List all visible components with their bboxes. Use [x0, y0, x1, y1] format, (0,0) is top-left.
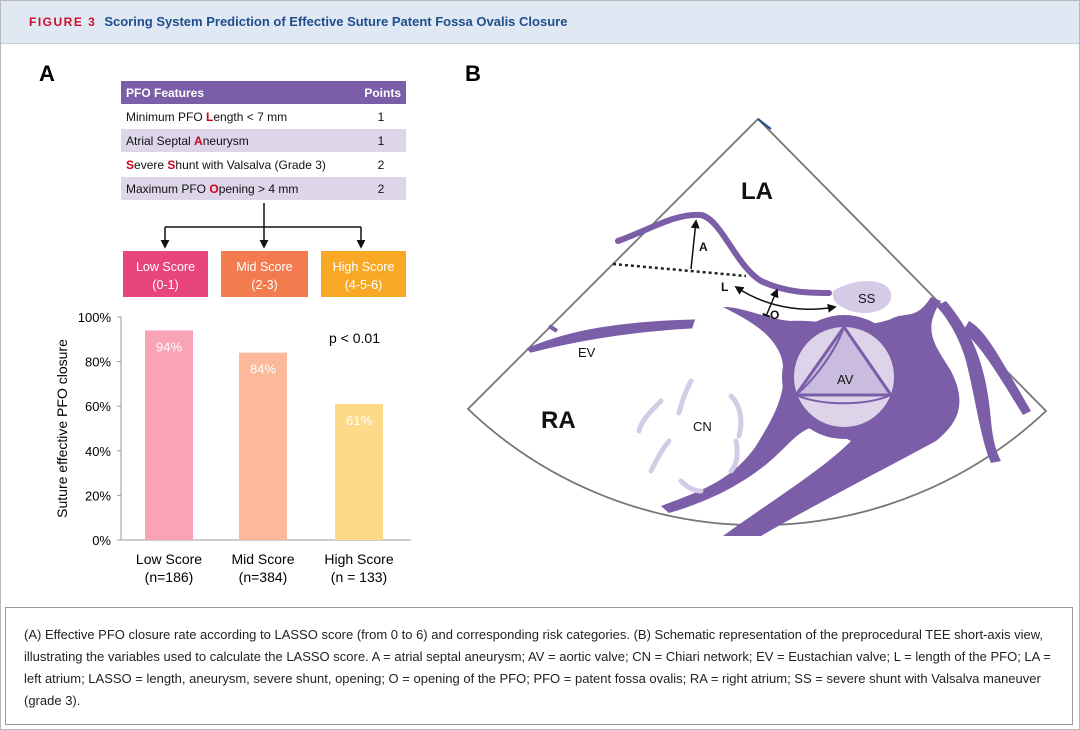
score-box — [221, 251, 308, 297]
tee-diagram — [466, 117, 1048, 536]
diagram-label: AV — [837, 372, 854, 387]
y-tick-label: 0% — [92, 533, 111, 548]
figure-title: Scoring System Prediction of Effective S… — [104, 14, 568, 29]
table-row-bg — [121, 177, 406, 200]
panel-label: B — [465, 61, 481, 86]
bar — [145, 330, 193, 540]
figure-body: A B — [39, 61, 1048, 585]
table-cell: Severe Shunt with Valsalva (Grade 3) — [126, 158, 326, 172]
bar — [335, 403, 383, 540]
table-header: PFO Features — [126, 86, 204, 100]
text-segment: evere — [134, 158, 167, 172]
text-segment: hunt with Valsalva (Grade 3) — [175, 158, 326, 172]
bar — [239, 352, 287, 540]
text-segment: neurysm — [203, 134, 249, 148]
text-segment: A — [194, 134, 203, 148]
diagram-label: A — [699, 240, 708, 254]
diagram-label: O — [770, 308, 779, 322]
annotation: p < 0.01 — [329, 330, 380, 346]
score-box — [321, 251, 406, 297]
table-header: Points — [364, 86, 401, 100]
score-name: Mid Score — [236, 260, 292, 274]
text-segment: ength < 7 mm — [213, 110, 287, 124]
table-row-bg — [121, 129, 406, 152]
figure-label: FIGURE 3 — [29, 15, 97, 29]
table-cell: 1 — [378, 134, 385, 148]
value-label: 94% — [156, 339, 182, 354]
table-cell: Maximum PFO Opening > 4 mm — [126, 182, 298, 196]
value-label: 84% — [250, 362, 276, 377]
diagram-label: L — [721, 280, 728, 294]
table-cell: Minimum PFO Length < 7 mm — [126, 110, 287, 124]
connectors — [160, 203, 366, 249]
value-label: 61% — [346, 413, 372, 428]
x-tick-note: (n = 133) — [331, 569, 387, 585]
score-name: High Score — [333, 260, 395, 274]
y-tick-label: 20% — [85, 488, 111, 503]
score-range: (4-5-6) — [345, 278, 383, 292]
x-tick-note: (n=186) — [145, 569, 194, 585]
diagram-label: RA — [541, 407, 576, 434]
table-row-bg — [121, 153, 406, 176]
diagram-label: CN — [693, 419, 712, 434]
y-tick-label: 40% — [85, 444, 111, 459]
header: FIGURE 3 Scoring System Prediction of Eff… — [1, 1, 1079, 44]
text-segment: S — [167, 158, 175, 172]
diagram-label: LA — [741, 178, 773, 205]
diagram-label: SS — [858, 291, 876, 306]
panel-label: A — [39, 61, 55, 86]
y-tick-label: 100% — [78, 310, 112, 325]
y-axis-title: Suture effective PFO closure — [54, 339, 70, 518]
text-segment: pening > 4 mm — [219, 182, 299, 196]
text-segment: Maximum PFO — [126, 182, 209, 196]
table-cell: 1 — [378, 110, 385, 124]
text-segment: O — [209, 182, 218, 196]
text-segment: L — [206, 110, 213, 124]
text-segment: S — [126, 158, 134, 172]
diagram-label: EV — [578, 345, 596, 360]
y-tick-label: 60% — [85, 399, 111, 414]
x-tick-label: Mid Score — [231, 551, 294, 567]
table-row-bg — [121, 105, 406, 128]
x-tick-note: (n=384) — [239, 569, 288, 585]
score-range: (2-3) — [251, 278, 277, 292]
x-tick-label: Low Score — [136, 551, 202, 567]
caption: (A) Effective PFO closure rate according… — [5, 607, 1073, 725]
score-range: (0-1) — [152, 278, 178, 292]
table-cell: 2 — [378, 182, 385, 196]
y-tick-label: 80% — [85, 355, 111, 370]
table-header-bg — [121, 81, 406, 104]
text-segment: Atrial Septal — [126, 134, 194, 148]
score-box — [123, 251, 208, 297]
text-segment: Minimum PFO — [126, 110, 206, 124]
table-cell: Atrial Septal Aneurysm — [126, 134, 249, 148]
table-cell: 2 — [378, 158, 385, 172]
x-tick-label: High Score — [324, 551, 393, 567]
score-name: Low Score — [136, 260, 195, 274]
